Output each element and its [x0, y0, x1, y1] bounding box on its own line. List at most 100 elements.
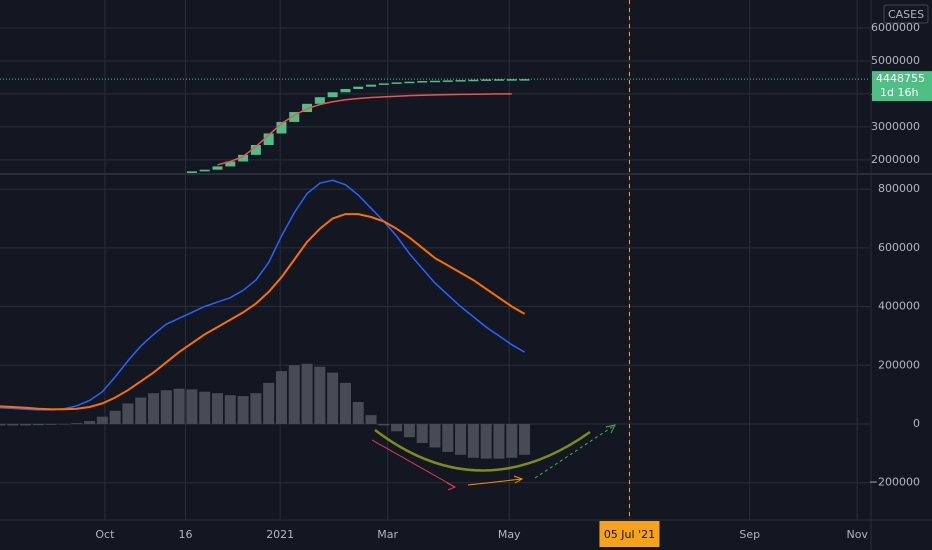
candle [250, 144, 261, 155]
candle [340, 88, 351, 93]
candle [302, 103, 313, 113]
histogram-bar [32, 423, 44, 426]
candle [289, 112, 300, 122]
histogram-bar [314, 366, 326, 424]
histogram-bar [71, 423, 83, 424]
last-price-badge [872, 71, 932, 102]
up-arrow [534, 424, 616, 479]
x-tick-label: 05 Jul '21 [604, 528, 655, 541]
line [0, 213, 526, 411]
line [217, 93, 512, 166]
histogram-bar [480, 423, 492, 459]
histogram-bar [275, 371, 287, 424]
histogram-bar [416, 423, 428, 444]
last-price-label: 4448755 [876, 72, 925, 85]
candle [493, 79, 504, 81]
histogram-bar [378, 423, 390, 426]
histogram-bar [135, 397, 147, 424]
flat-arrow-head [513, 475, 524, 484]
candle [238, 154, 249, 162]
candle [366, 84, 377, 87]
histogram-bar [173, 388, 185, 424]
candle [225, 161, 236, 167]
x-tick-label: 16 [179, 528, 193, 541]
histogram-bar [109, 410, 121, 424]
y-tick-label: 800000 [878, 182, 920, 195]
histogram-bar [45, 423, 57, 425]
highlight-badge [599, 521, 660, 547]
histogram-bar [186, 389, 198, 424]
histogram-bar [288, 365, 300, 424]
histogram-bar [506, 423, 518, 458]
y-tick-label: 200000 [878, 358, 920, 371]
histogram-bar [237, 396, 249, 424]
candle [263, 133, 274, 145]
histogram-bar [122, 403, 134, 424]
y-tick-label: 600000 [878, 241, 920, 254]
candle [519, 79, 530, 81]
x-tick-label: Oct [95, 528, 115, 541]
down-arrow-head [446, 482, 457, 491]
arc-drawing [374, 429, 591, 472]
y-tick-label: 0 [913, 417, 920, 430]
histogram-bar [339, 382, 351, 424]
y-tick-label: 2000000 [871, 153, 920, 166]
histogram-bar [519, 423, 531, 455]
histogram-bar [199, 391, 211, 424]
y-tick-label: 3000000 [871, 120, 920, 133]
y-tick-label: 6000000 [871, 21, 920, 34]
symbol-label: CASES [888, 8, 924, 21]
candle [442, 80, 453, 82]
candle [276, 121, 287, 134]
flat-arrow [467, 478, 523, 486]
candle [199, 169, 210, 172]
x-tick-label: May [498, 528, 521, 541]
symbol-box [883, 4, 929, 24]
candle [353, 86, 364, 89]
candle [186, 171, 197, 173]
candle [481, 79, 492, 81]
histogram-bar [7, 423, 19, 426]
histogram-bar [0, 423, 6, 426]
histogram-bar [429, 423, 441, 448]
candle [468, 79, 479, 82]
histogram-bar [301, 363, 313, 424]
histogram-bar [467, 423, 479, 458]
candle [212, 166, 223, 170]
histogram-bar [84, 421, 96, 424]
candle [430, 80, 440, 83]
histogram-bar [148, 393, 160, 424]
y-tick-label: 400000 [878, 300, 920, 313]
histogram-bar [20, 423, 32, 426]
line [0, 179, 525, 411]
histogram-bar [224, 395, 236, 424]
candle [455, 80, 466, 82]
marks [0, 0, 870, 520]
candle [391, 82, 402, 84]
x-tick-label: 2021 [266, 528, 294, 541]
up-arrow-head [605, 424, 616, 434]
histogram-bar [391, 423, 403, 432]
x-tick-label: Nov [846, 528, 868, 541]
candle [404, 81, 415, 84]
drawings [371, 424, 616, 491]
histogram-bar [493, 423, 505, 459]
histogram-bar [352, 401, 364, 424]
histogram-bar [442, 423, 454, 452]
histogram-bar [160, 390, 172, 424]
down-arrow [371, 439, 456, 488]
histogram-bar [96, 416, 108, 424]
histogram-bar [250, 393, 262, 424]
histogram-bar [58, 423, 70, 425]
histogram-bar [365, 415, 377, 424]
candle [327, 92, 338, 98]
y-tick-label: 5000000 [871, 54, 920, 67]
x-tick-label: Mar [377, 528, 398, 541]
countdown-label: 1d 16h [880, 86, 918, 99]
histogram-bar [455, 423, 467, 455]
candle [417, 81, 428, 83]
histogram-bar [403, 423, 415, 438]
y-tick-label: −200000 [869, 476, 920, 489]
x-tick-label: Sep [739, 528, 760, 541]
